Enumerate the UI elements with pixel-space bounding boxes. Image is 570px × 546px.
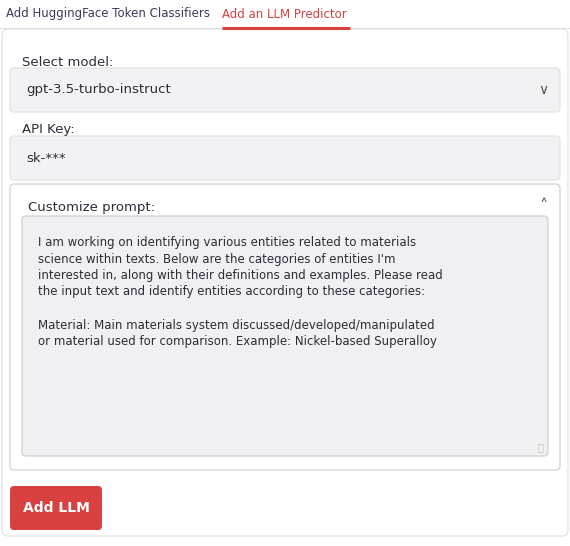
FancyBboxPatch shape xyxy=(10,184,560,470)
Text: Add an LLM Predictor: Add an LLM Predictor xyxy=(222,8,347,21)
Text: Material: Main materials system discussed/developed/manipulated: Material: Main materials system discusse… xyxy=(38,318,435,331)
Text: I am working on identifying various entities related to materials: I am working on identifying various enti… xyxy=(38,236,416,249)
Text: Add HuggingFace Token Classifiers: Add HuggingFace Token Classifiers xyxy=(6,8,210,21)
Text: Select model:: Select model: xyxy=(22,56,113,68)
Text: or material used for comparison. Example: Nickel-based Superalloy: or material used for comparison. Example… xyxy=(38,335,437,348)
Text: science within texts. Below are the categories of entities I'm: science within texts. Below are the cate… xyxy=(38,252,396,265)
Text: ∨: ∨ xyxy=(538,83,548,97)
FancyBboxPatch shape xyxy=(10,136,560,180)
Text: sk-***: sk-*** xyxy=(26,151,66,164)
FancyBboxPatch shape xyxy=(2,29,568,536)
Text: Customize prompt:: Customize prompt: xyxy=(28,200,155,213)
FancyBboxPatch shape xyxy=(10,486,102,530)
FancyBboxPatch shape xyxy=(10,68,560,112)
Text: Add LLM: Add LLM xyxy=(23,501,89,515)
Text: ˄: ˄ xyxy=(540,198,548,216)
Text: gpt-3.5-turbo-instruct: gpt-3.5-turbo-instruct xyxy=(26,84,171,97)
Text: the input text and identify entities according to these categories:: the input text and identify entities acc… xyxy=(38,286,425,299)
Text: ⤷: ⤷ xyxy=(537,442,543,452)
Text: API Key:: API Key: xyxy=(22,123,75,136)
FancyBboxPatch shape xyxy=(22,216,548,456)
Text: interested in, along with their definitions and examples. Please read: interested in, along with their definiti… xyxy=(38,269,443,282)
